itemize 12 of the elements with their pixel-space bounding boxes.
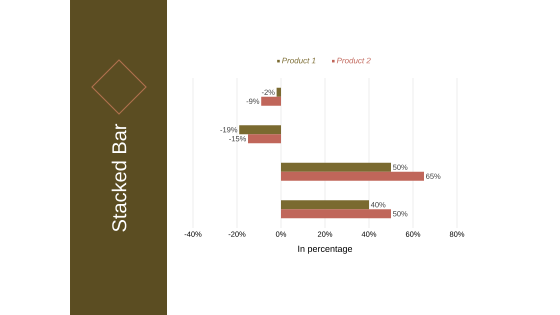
bar bbox=[281, 200, 369, 210]
bar bbox=[261, 96, 281, 106]
bar bbox=[281, 162, 391, 172]
bar bbox=[276, 88, 281, 97]
bar bbox=[239, 125, 281, 134]
bar bbox=[281, 209, 391, 218]
legend-label: Product 2 bbox=[336, 57, 371, 64]
legend-label: Product 1 bbox=[282, 57, 316, 64]
bar bbox=[248, 134, 281, 144]
x-axis-title: In percentage bbox=[298, 246, 352, 254]
text: Stacked Bar bbox=[112, 124, 126, 232]
bar bbox=[281, 172, 424, 181]
